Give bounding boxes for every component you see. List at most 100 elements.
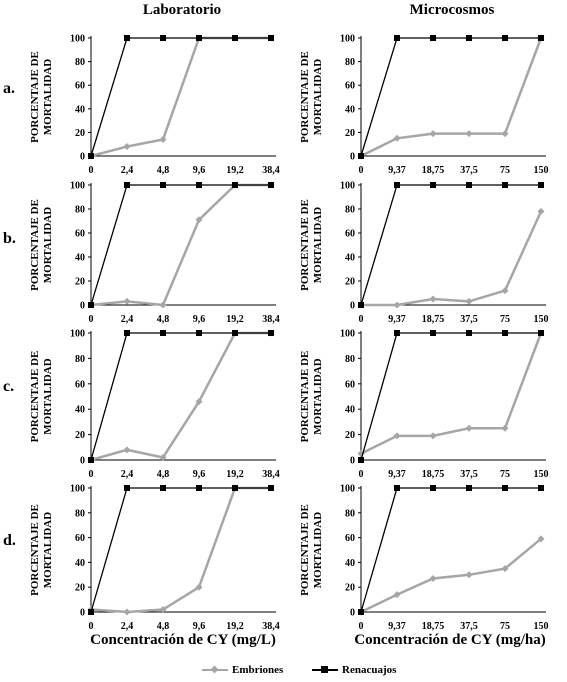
panel-2-x-tick-label: 19,2: [226, 314, 244, 325]
panel-1-y-tick-label: 60: [345, 81, 355, 92]
panel-3-point-renacuajos: [502, 182, 508, 188]
panel-0-y-tick-label: 100: [70, 34, 85, 45]
panel-1-y-tick-label: 40: [345, 104, 355, 115]
panel-2-y-tick-label: 40: [75, 253, 85, 264]
panel-1-y-tick-label: 80: [345, 57, 355, 68]
panel-2-point-renacuajos: [160, 182, 166, 188]
panel-1-series-line-embriones: [360, 37, 543, 158]
panel-4-y-tick-label: 60: [75, 379, 85, 390]
panel-0-point-renacuajos: [160, 35, 166, 41]
panel-2-x-tick-label: 4,8: [157, 314, 170, 325]
panel-1-x-tick-label: 9,37: [388, 165, 406, 176]
panel-7-point-embriones: [501, 565, 509, 573]
panel-6-point-embriones: [195, 583, 203, 591]
panel-0-y-axis-title: PORCENTAJE DEMORTALIDAD: [29, 51, 54, 143]
panel-5-y-tick-label: 20: [345, 430, 355, 441]
panel-6-x-tick-label: 38,4: [262, 621, 280, 632]
legend-swatch-renacuajos: [312, 666, 338, 673]
panel-4-point-embriones: [159, 453, 167, 461]
panel-6-y-tick-label: 40: [75, 558, 85, 569]
panel-6-y-tick-label: 60: [75, 533, 85, 544]
panel-1-y-tick-label: 0: [350, 152, 355, 163]
panel-5-y-tick-label: 80: [345, 354, 355, 365]
panel-0-point-renacuajos: [196, 35, 202, 41]
panel-3-point-embriones: [465, 297, 473, 305]
panel-1-y-tick-label: 20: [345, 128, 355, 139]
panel-4-x-tick-label: 19,2: [226, 469, 244, 480]
panel-6-point-renacuajos: [124, 485, 130, 491]
panel-4-point-renacuajos: [160, 330, 166, 336]
panel-5-point-embriones: [501, 424, 509, 432]
panel-0-point-renacuajos: [232, 35, 238, 41]
panel-1-point-renacuajos: [358, 153, 364, 159]
panel-5-x-tick-label: 18,75: [422, 469, 445, 480]
x-axis-title-laboratorio: Concentración de CY (mg/L): [90, 632, 276, 648]
legend: Embriones Renacuajos: [0, 664, 567, 682]
panel-6-y-tick-label: 80: [75, 508, 85, 519]
panel-1-series-line-renacuajos: [360, 37, 541, 157]
panel-7-point-renacuajos: [466, 485, 472, 491]
panel-3-y-tick-label: 0: [350, 301, 355, 312]
panel-7-x-tick-label: 150: [534, 621, 549, 632]
row-label-a: a.: [3, 80, 15, 97]
panel-1-x-tick-label: 37,5: [460, 165, 478, 176]
panel-2-y-tick-label: 60: [75, 229, 85, 240]
panel-4-point-renacuajos: [232, 330, 238, 336]
panel-2-series-line-embriones: [90, 183, 271, 307]
panel-7-y-tick-label: 100: [340, 484, 355, 495]
panel-7-y-tick-label: 80: [345, 508, 355, 519]
panel-4-y-tick-label: 20: [75, 430, 85, 441]
panel-5-series-line-embriones: [360, 332, 543, 455]
panel-7-x-tick-label: 18,75: [422, 621, 445, 632]
panel-2-point-renacuajos: [268, 182, 274, 188]
panel-3-x-tick-label: 0: [359, 314, 364, 325]
panel-5-series-line-renacuajos: [360, 332, 541, 461]
panel-6-point-embriones: [159, 606, 167, 614]
panel-7-point-renacuajos: [394, 485, 400, 491]
panel-7-point-renacuajos: [538, 485, 544, 491]
panel-7-point-renacuajos: [430, 485, 436, 491]
panel-2-point-renacuajos: [232, 182, 238, 188]
panel-7-y-tick-label: 60: [345, 533, 355, 544]
panel-5-x-tick-label: 150: [534, 469, 549, 480]
panel-3-point-renacuajos: [430, 182, 436, 188]
panel-3-y-axis-title: PORCENTAJE DEMORTALIDAD: [299, 199, 324, 291]
x-axis-title-microcosmos: Concentración de CY (mg/ha): [354, 632, 546, 648]
panel-0-y-tick-label: 0: [80, 152, 85, 163]
panel-7-y-tick-label: 40: [345, 558, 355, 569]
panel-7-series-line-renacuajos: [360, 487, 541, 613]
panel-6-point-renacuajos: [88, 609, 94, 615]
panel-4-point-renacuajos: [124, 330, 130, 336]
panel-5-y-tick-label: 40: [345, 405, 355, 416]
panel-6-y-tick-label: 0: [80, 608, 85, 619]
panel-1-y-tick-label: 100: [340, 34, 355, 45]
panel-5-x-tick-label: 9,37: [388, 469, 406, 480]
panel-4-y-tick-label: 40: [75, 405, 85, 416]
panel-4-series-line-renacuajos: [90, 332, 271, 461]
panel-4-point-renacuajos: [268, 330, 274, 336]
panel-4-x-tick-label: 2,4: [121, 469, 134, 480]
panel-4-y-tick-label: 100: [70, 329, 85, 340]
legend-label-embriones: Embriones: [232, 664, 284, 676]
panel-0-point-embriones: [123, 143, 131, 151]
panel-2-point-embriones: [195, 216, 203, 224]
panel-5-point-renacuajos: [394, 330, 400, 336]
panel-5-x-tick-label: 0: [359, 469, 364, 480]
panel-4-y-tick-label: 80: [75, 354, 85, 365]
panel-1-x-tick-label: 150: [534, 165, 549, 176]
panel-4-x-tick-label: 0: [89, 469, 94, 480]
panel-6-x-tick-label: 2,4: [121, 621, 134, 632]
panel-0-point-renacuajos: [124, 35, 130, 41]
panel-3-y-tick-label: 100: [340, 181, 355, 192]
panel-3-y-tick-label: 60: [345, 229, 355, 240]
panel-4-point-embriones: [195, 398, 203, 406]
panel-6-point-renacuajos: [232, 485, 238, 491]
panel-7-y-tick-label: 20: [345, 583, 355, 594]
panel-5-point-embriones: [429, 432, 437, 440]
panel-6-series-line-renacuajos: [90, 487, 271, 613]
panel-3-point-embriones: [537, 207, 545, 215]
panel-2-x-tick-label: 38,4: [262, 314, 280, 325]
panel-7-y-tick-label: 0: [350, 608, 355, 619]
panel-5-point-renacuajos: [502, 330, 508, 336]
